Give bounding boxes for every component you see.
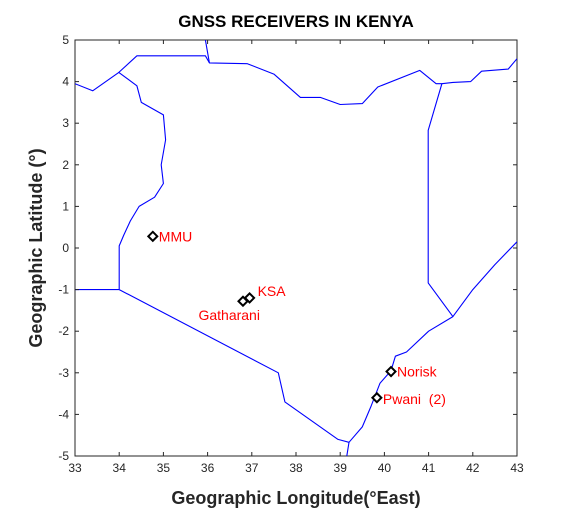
station-marker <box>385 365 397 378</box>
station-marker <box>146 230 159 243</box>
x-tick-label: 35 <box>157 461 171 475</box>
y-tick-label: -3 <box>58 366 69 380</box>
y-tick-label: 3 <box>62 116 69 130</box>
x-axis-ticks: 33 34 35 36 37 38 39 40 41 42 43 <box>68 40 524 475</box>
y-tick-label: -4 <box>58 407 69 421</box>
y-tick-label: 0 <box>62 241 69 255</box>
x-tick-label: 40 <box>378 461 392 475</box>
station-label: Norisk <box>397 364 438 380</box>
station-label: KSA <box>258 283 287 299</box>
y-tick-label: 5 <box>62 33 69 47</box>
y-tick-label: -2 <box>58 324 69 338</box>
station-marker <box>370 391 383 404</box>
x-axis-label: Geographic Longitude(°East) <box>171 488 420 508</box>
x-tick-label: 38 <box>289 461 303 475</box>
x-tick-label: 41 <box>422 461 436 475</box>
x-tick-label: 43 <box>510 461 524 475</box>
station-label: Pwani (2) <box>383 391 446 407</box>
x-tick-label: 39 <box>334 461 348 475</box>
plot-area <box>74 39 518 457</box>
map-title: GNSS RECEIVERS IN KENYA <box>178 12 414 31</box>
x-tick-label: 34 <box>113 461 127 475</box>
y-tick-label: 1 <box>62 199 69 213</box>
y-tick-label: 2 <box>62 158 69 172</box>
y-axis-label: Geographic Latitude (°) <box>26 148 46 347</box>
ethiopia-border <box>204 40 210 63</box>
y-tick-label: -1 <box>58 283 69 297</box>
border-lines <box>75 40 517 456</box>
somalia-border <box>441 58 517 85</box>
kenya-border <box>118 55 454 443</box>
y-tick-label: -5 <box>58 449 69 463</box>
tanzania-coast <box>346 442 350 456</box>
station-label: Gatharani <box>198 307 259 323</box>
y-tick-label: 4 <box>62 75 69 89</box>
x-tick-label: 33 <box>68 461 82 475</box>
station-marker <box>237 295 249 308</box>
y-axis-ticks: 5 4 3 2 1 0 -1 -2 -3 -4 -5 <box>58 33 517 463</box>
x-tick-label: 37 <box>245 461 259 475</box>
x-tick-label: 42 <box>466 461 480 475</box>
station-label: MMU <box>159 228 192 244</box>
somalia-coast <box>452 241 517 317</box>
station-markers: MMU KSA Gatharani Norisk Pwani (2) <box>146 228 446 407</box>
south-sudan-uganda-border <box>75 71 120 92</box>
x-tick-label: 36 <box>201 461 215 475</box>
